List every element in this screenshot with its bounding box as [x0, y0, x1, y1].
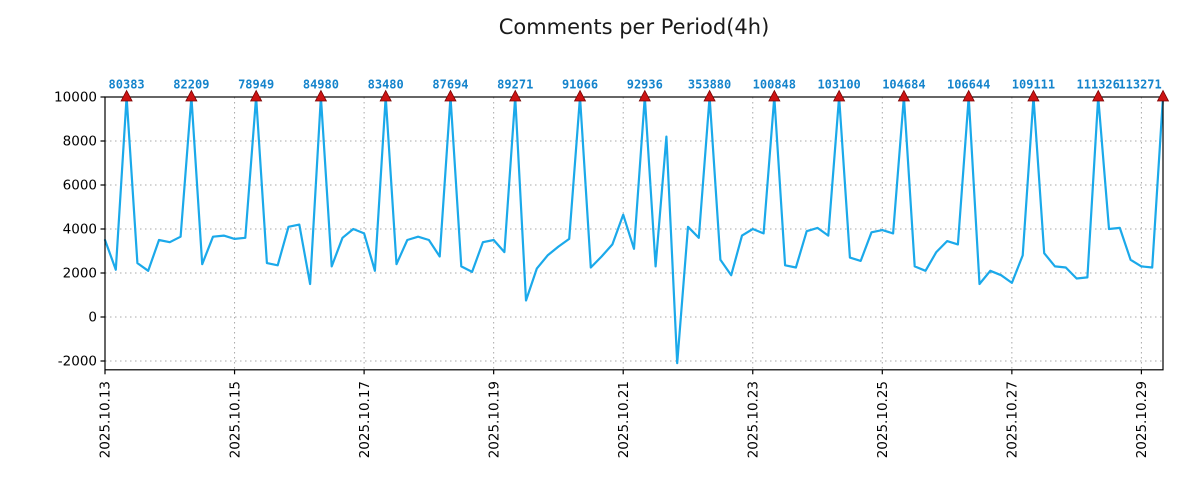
y-tick-label: 2000	[63, 266, 97, 282]
peak-marker-icon	[509, 89, 522, 102]
x-tick-label: 2025.10.19	[486, 381, 502, 458]
y-tick-label: 0	[88, 310, 97, 326]
peak-marker-icon	[249, 89, 263, 102]
peak-marker-icon	[444, 89, 457, 102]
peak-label: 100848	[753, 78, 796, 92]
peak-marker-icon	[1092, 89, 1105, 102]
peak-marker-icon	[962, 89, 975, 102]
x-tick-label: 2025.10.15	[227, 381, 243, 458]
y-tick-label: 6000	[63, 178, 97, 194]
peak-label: 80383	[109, 78, 145, 92]
peak-label: 353880	[688, 78, 731, 92]
x-tick-label: 2025.10.25	[875, 381, 891, 458]
peak-marker-icon	[573, 89, 587, 102]
y-tick-label: 8000	[63, 134, 97, 150]
peak-label: 82209	[173, 78, 209, 92]
peak-label: 83480	[368, 78, 404, 92]
peak-marker-icon	[1027, 89, 1040, 102]
peak-label: 106644	[947, 78, 990, 92]
peak-label: 89271	[497, 78, 533, 92]
grid-layer	[104, 97, 1163, 370]
peak-label: 78949	[238, 78, 274, 92]
peak-marker-icon	[638, 89, 651, 102]
series-layer	[103, 95, 1165, 365]
peak-label: 92936	[627, 78, 663, 92]
chart-title: Comments per Period(4h)	[499, 15, 770, 39]
x-tick-label: 2025.10.17	[357, 381, 373, 458]
y-tick-label: 4000	[63, 222, 97, 238]
peak-marker-icon	[703, 89, 716, 102]
peak-marker-icon	[185, 89, 198, 102]
y-tick-label: 10000	[54, 90, 97, 106]
peak-marker-icon	[120, 89, 133, 102]
x-tick-label: 2025.10.23	[745, 381, 761, 458]
plot-border	[104, 96, 1164, 371]
peak-label: 109111	[1012, 78, 1055, 92]
border-layer	[104, 96, 1164, 371]
peak-label: 84980	[303, 78, 339, 92]
y-tick-label: -2000	[58, 354, 97, 370]
peak-label: 104684	[882, 78, 925, 92]
x-tick-label: 2025.10.27	[1005, 381, 1021, 458]
x-tick-label: 2025.10.21	[616, 381, 632, 458]
peak-label: 87694	[432, 78, 468, 92]
x-tick-label: 2025.10.29	[1134, 381, 1150, 458]
peak-marker-icon	[897, 89, 911, 102]
peak-marker-icon	[1156, 89, 1170, 102]
peak-label: 111326	[1077, 78, 1120, 92]
series-line	[103, 95, 1165, 365]
peak-marker-icon	[379, 89, 392, 102]
peak-marker-icon	[832, 89, 846, 102]
x-tick-label: 2025.10.13	[98, 381, 114, 458]
peak-label: 113271	[1118, 78, 1161, 92]
peak-layer: 80383 82209 78949 84980 83480 87694 89271 91066…	[109, 78, 1170, 102]
peak-marker-icon	[314, 89, 328, 102]
peak-label: 91066	[562, 78, 598, 92]
peak-marker-icon	[768, 89, 781, 102]
peak-label: 103100	[817, 78, 860, 92]
tick-layer: 2025.10.13 2025.10.15 2025.10.17 2025.10.19…	[54, 90, 1150, 459]
